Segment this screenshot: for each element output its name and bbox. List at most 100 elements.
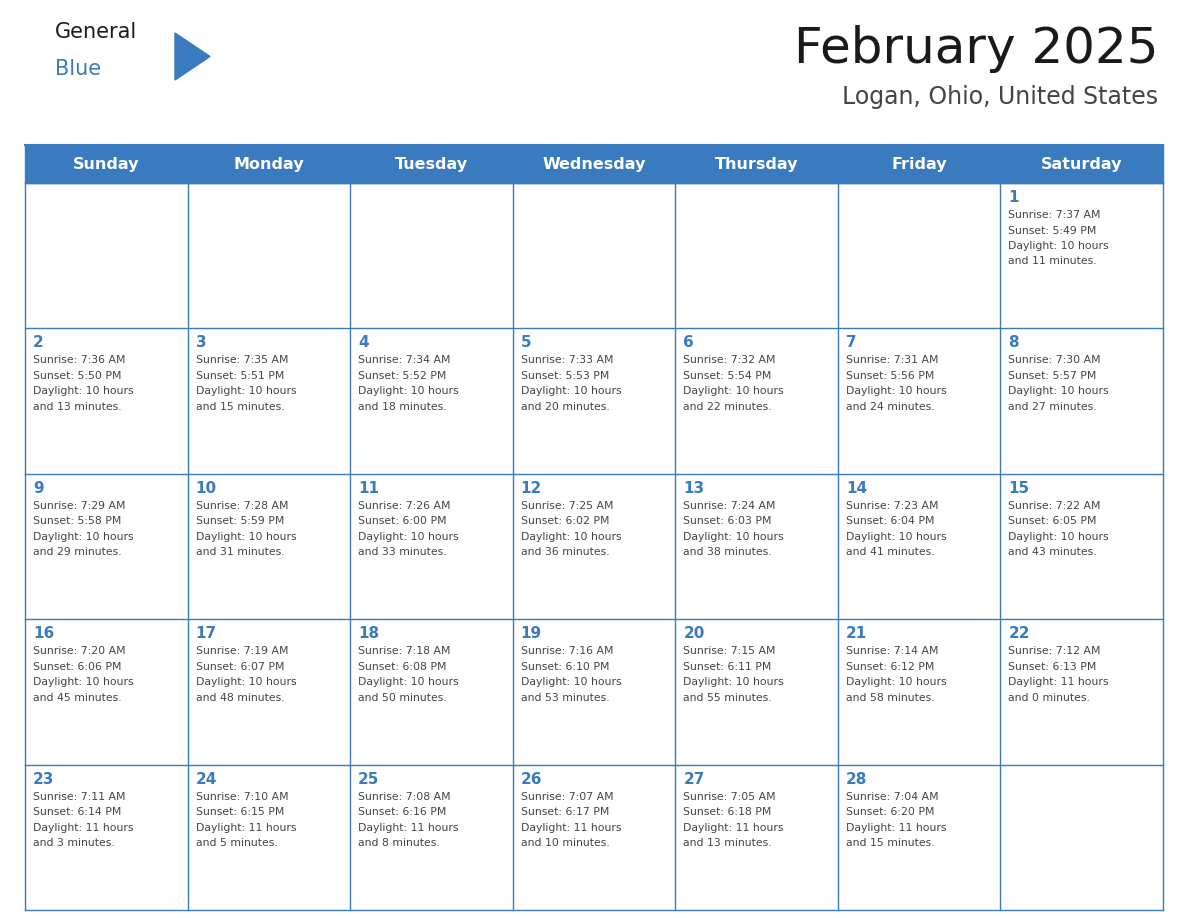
Text: General: General — [55, 22, 138, 42]
Text: Sunset: 5:49 PM: Sunset: 5:49 PM — [1009, 226, 1097, 236]
Text: 12: 12 — [520, 481, 542, 496]
Text: and 15 minutes.: and 15 minutes. — [846, 838, 935, 848]
Text: 9: 9 — [33, 481, 44, 496]
Text: Sunset: 6:14 PM: Sunset: 6:14 PM — [33, 807, 121, 817]
Text: Daylight: 11 hours: Daylight: 11 hours — [33, 823, 133, 833]
Bar — [838, 620, 1000, 765]
Text: Sunrise: 7:31 AM: Sunrise: 7:31 AM — [846, 355, 939, 365]
Text: 11: 11 — [358, 481, 379, 496]
Text: Daylight: 10 hours: Daylight: 10 hours — [1009, 241, 1110, 251]
Text: Sunrise: 7:36 AM: Sunrise: 7:36 AM — [33, 355, 126, 365]
Text: Sunset: 6:18 PM: Sunset: 6:18 PM — [683, 807, 772, 817]
Text: February 2025: February 2025 — [794, 25, 1158, 73]
Text: Sunrise: 7:26 AM: Sunrise: 7:26 AM — [358, 501, 450, 510]
Text: Sunrise: 7:04 AM: Sunrise: 7:04 AM — [846, 791, 939, 801]
Text: Monday: Monday — [234, 156, 304, 172]
Text: Daylight: 11 hours: Daylight: 11 hours — [683, 823, 784, 833]
Text: and 31 minutes.: and 31 minutes. — [196, 547, 284, 557]
Text: Sunset: 6:05 PM: Sunset: 6:05 PM — [1009, 516, 1097, 526]
Bar — [1000, 183, 1163, 329]
Text: Sunrise: 7:35 AM: Sunrise: 7:35 AM — [196, 355, 287, 365]
Text: and 20 minutes.: and 20 minutes. — [520, 402, 609, 412]
Bar — [1000, 765, 1163, 910]
Bar — [188, 474, 350, 620]
Text: Daylight: 11 hours: Daylight: 11 hours — [1009, 677, 1108, 688]
Text: Daylight: 11 hours: Daylight: 11 hours — [196, 823, 296, 833]
Bar — [188, 765, 350, 910]
Text: and 10 minutes.: and 10 minutes. — [520, 838, 609, 848]
Text: Daylight: 10 hours: Daylight: 10 hours — [683, 386, 784, 397]
Text: 5: 5 — [520, 335, 531, 351]
Text: Sunset: 5:57 PM: Sunset: 5:57 PM — [1009, 371, 1097, 381]
Text: Daylight: 10 hours: Daylight: 10 hours — [196, 386, 296, 397]
Bar — [513, 145, 675, 183]
Text: and 53 minutes.: and 53 minutes. — [520, 693, 609, 702]
Text: 19: 19 — [520, 626, 542, 641]
Text: 6: 6 — [683, 335, 694, 351]
Text: Daylight: 10 hours: Daylight: 10 hours — [846, 677, 947, 688]
Text: 8: 8 — [1009, 335, 1019, 351]
Text: Sunset: 6:06 PM: Sunset: 6:06 PM — [33, 662, 121, 672]
Text: Sunrise: 7:28 AM: Sunrise: 7:28 AM — [196, 501, 287, 510]
Text: Sunset: 5:56 PM: Sunset: 5:56 PM — [846, 371, 934, 381]
Bar — [25, 145, 188, 183]
Bar — [675, 145, 838, 183]
Text: Sunset: 6:02 PM: Sunset: 6:02 PM — [520, 516, 609, 526]
Text: Sunrise: 7:19 AM: Sunrise: 7:19 AM — [196, 646, 287, 656]
Text: and 8 minutes.: and 8 minutes. — [358, 838, 440, 848]
Text: Sunrise: 7:34 AM: Sunrise: 7:34 AM — [358, 355, 450, 365]
Bar — [350, 474, 513, 620]
Text: Sunset: 6:15 PM: Sunset: 6:15 PM — [196, 807, 284, 817]
Text: Sunrise: 7:11 AM: Sunrise: 7:11 AM — [33, 791, 126, 801]
Bar — [513, 183, 675, 329]
Text: Sunset: 5:51 PM: Sunset: 5:51 PM — [196, 371, 284, 381]
Bar — [350, 183, 513, 329]
Text: Sunset: 6:04 PM: Sunset: 6:04 PM — [846, 516, 934, 526]
Bar — [350, 329, 513, 474]
Bar — [1000, 145, 1163, 183]
Text: and 43 minutes.: and 43 minutes. — [1009, 547, 1097, 557]
Bar — [513, 765, 675, 910]
Text: Daylight: 10 hours: Daylight: 10 hours — [683, 677, 784, 688]
Bar — [513, 329, 675, 474]
Text: Sunset: 6:00 PM: Sunset: 6:00 PM — [358, 516, 447, 526]
Text: Thursday: Thursday — [715, 156, 798, 172]
Text: 24: 24 — [196, 772, 217, 787]
Text: 25: 25 — [358, 772, 379, 787]
Text: Daylight: 10 hours: Daylight: 10 hours — [358, 386, 459, 397]
Text: Sunrise: 7:37 AM: Sunrise: 7:37 AM — [1009, 210, 1101, 220]
Bar — [188, 183, 350, 329]
Bar — [25, 474, 188, 620]
Text: Sunrise: 7:33 AM: Sunrise: 7:33 AM — [520, 355, 613, 365]
Text: 17: 17 — [196, 626, 216, 641]
Bar — [350, 765, 513, 910]
Text: Sunrise: 7:16 AM: Sunrise: 7:16 AM — [520, 646, 613, 656]
Text: and 18 minutes.: and 18 minutes. — [358, 402, 447, 412]
Text: Sunrise: 7:24 AM: Sunrise: 7:24 AM — [683, 501, 776, 510]
Text: and 13 minutes.: and 13 minutes. — [33, 402, 121, 412]
Text: Sunset: 5:52 PM: Sunset: 5:52 PM — [358, 371, 447, 381]
Text: Daylight: 10 hours: Daylight: 10 hours — [33, 532, 133, 542]
Text: 26: 26 — [520, 772, 542, 787]
Text: Daylight: 10 hours: Daylight: 10 hours — [1009, 386, 1110, 397]
Bar — [188, 145, 350, 183]
Bar — [188, 329, 350, 474]
Text: 23: 23 — [33, 772, 55, 787]
Text: Daylight: 10 hours: Daylight: 10 hours — [358, 677, 459, 688]
Text: Sunset: 5:50 PM: Sunset: 5:50 PM — [33, 371, 121, 381]
Bar — [675, 183, 838, 329]
Text: Daylight: 11 hours: Daylight: 11 hours — [520, 823, 621, 833]
Text: Daylight: 10 hours: Daylight: 10 hours — [196, 532, 296, 542]
Text: 21: 21 — [846, 626, 867, 641]
Bar — [25, 620, 188, 765]
Text: 18: 18 — [358, 626, 379, 641]
Text: Sunset: 6:16 PM: Sunset: 6:16 PM — [358, 807, 447, 817]
Bar — [675, 765, 838, 910]
Text: and 0 minutes.: and 0 minutes. — [1009, 693, 1091, 702]
Text: Daylight: 10 hours: Daylight: 10 hours — [520, 677, 621, 688]
Text: Tuesday: Tuesday — [394, 156, 468, 172]
Text: 20: 20 — [683, 626, 704, 641]
Bar — [838, 329, 1000, 474]
Text: Sunrise: 7:12 AM: Sunrise: 7:12 AM — [1009, 646, 1101, 656]
Text: and 15 minutes.: and 15 minutes. — [196, 402, 284, 412]
